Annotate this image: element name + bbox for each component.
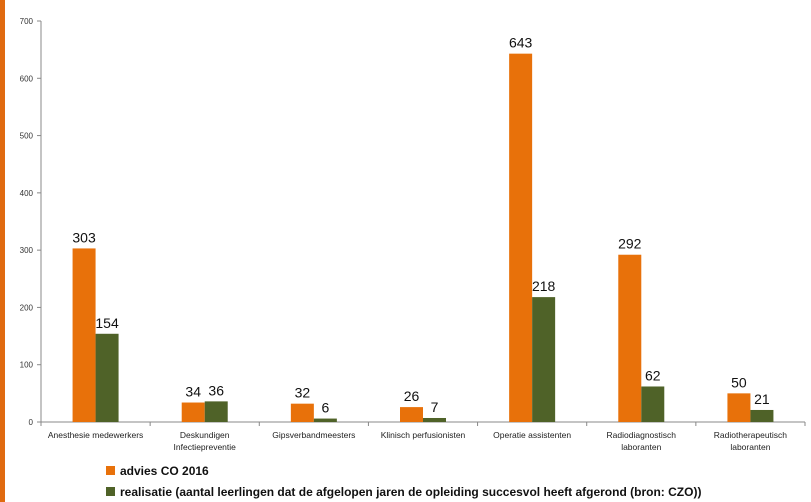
y-tick-label: 400 [20, 189, 34, 198]
data-labels: 303 154 34 36 32 6 26 7 643 218 292 62 50 21 [72, 35, 770, 416]
bar-advies [73, 248, 96, 422]
y-tick-label: 500 [20, 132, 34, 141]
y-tick-label: 300 [20, 246, 34, 255]
bar-advies [727, 393, 750, 422]
category-label: Operatie assistenten [493, 430, 571, 440]
data-label: 303 [72, 229, 96, 245]
legend-label-realisatie: realisatie (aantal leerlingen dat de afg… [120, 485, 701, 499]
bar-advies [618, 255, 641, 422]
data-label: 26 [404, 388, 420, 404]
category-label: Klinisch perfusionisten [381, 430, 466, 440]
bar-realisatie [750, 410, 773, 422]
data-label: 218 [532, 278, 556, 294]
data-label: 36 [208, 382, 224, 398]
legend: advies CO 2016 realisatie (aantal leerli… [106, 460, 701, 502]
category-label: Anesthesie medewerkers [48, 430, 143, 440]
data-label: 6 [321, 400, 329, 416]
bar-realisatie [205, 401, 228, 422]
data-label: 50 [731, 374, 747, 390]
y-tick-label: 600 [20, 74, 34, 83]
y-ticks: 0 100 200 300 400 500 600 700 [20, 17, 41, 427]
legend-label-advies: advies CO 2016 [120, 464, 209, 478]
y-tick-label: 700 [20, 17, 34, 26]
bar-advies [182, 403, 205, 422]
bars [73, 54, 774, 422]
data-label: 21 [754, 391, 770, 407]
category-labels: Anesthesie medewerkers Deskundigen Infecti… [41, 422, 805, 452]
bar-realisatie [532, 297, 555, 422]
bar-realisatie [423, 418, 446, 422]
data-label: 7 [431, 399, 439, 415]
category-label: Radiodiagnostisch laboranten [607, 430, 677, 452]
data-label: 62 [645, 367, 661, 383]
data-label: 34 [185, 384, 201, 400]
legend-swatch-realisatie [106, 487, 115, 496]
category-label: Gipsverbandmeesters [272, 430, 355, 440]
bar-realisatie [641, 386, 664, 422]
y-tick-label: 0 [29, 418, 34, 427]
bar-realisatie [96, 334, 119, 422]
bar-advies [291, 404, 314, 422]
data-label: 643 [509, 35, 533, 51]
data-label: 292 [618, 236, 642, 252]
bar-advies [509, 54, 532, 422]
legend-item-realisatie: realisatie (aantal leerlingen dat de afg… [106, 481, 701, 502]
data-label: 32 [295, 385, 311, 401]
category-label: Deskundigen Infectiepreventie [174, 430, 237, 452]
category-label: Radiotherapeutisch laboranten [714, 430, 788, 452]
bar-realisatie [314, 419, 337, 422]
legend-item-advies: advies CO 2016 [106, 460, 701, 481]
legend-swatch-advies [106, 466, 115, 475]
data-label: 154 [95, 315, 119, 331]
bar-advies [400, 407, 423, 422]
y-tick-label: 100 [20, 361, 34, 370]
y-tick-label: 200 [20, 303, 34, 312]
